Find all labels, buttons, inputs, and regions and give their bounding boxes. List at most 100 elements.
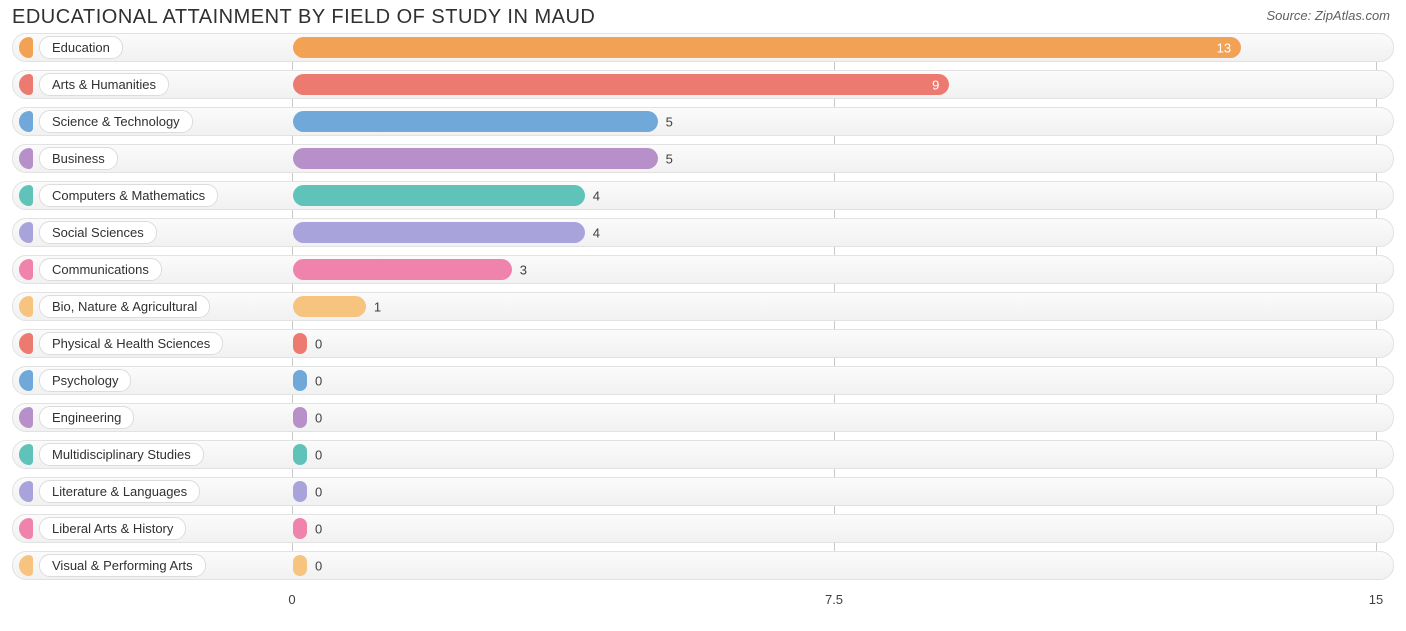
row-label: Multidisciplinary Studies bbox=[39, 443, 204, 466]
bar-track: 9 bbox=[293, 74, 1387, 95]
row-color-bracket bbox=[19, 444, 33, 465]
row-label: Computers & Mathematics bbox=[39, 184, 218, 207]
row-label: Physical & Health Sciences bbox=[39, 332, 223, 355]
row-label-wrap: Liberal Arts & History bbox=[19, 518, 186, 539]
bar-track: 0 bbox=[293, 407, 1387, 428]
bar bbox=[293, 481, 307, 502]
row-label-wrap: Arts & Humanities bbox=[19, 74, 169, 95]
bar-track: 3 bbox=[293, 259, 1387, 280]
row-label: Literature & Languages bbox=[39, 480, 200, 503]
bar bbox=[293, 407, 307, 428]
bar: 9 bbox=[293, 74, 949, 95]
bar-value: 0 bbox=[315, 410, 322, 425]
row-label: Psychology bbox=[39, 369, 131, 392]
bar-value: 3 bbox=[520, 262, 527, 277]
chart-area: 13Education9Arts & Humanities5Science & … bbox=[0, 33, 1406, 618]
bar-row: 0 Multidisciplinary Studies bbox=[12, 440, 1394, 469]
row-label: Bio, Nature & Agricultural bbox=[39, 295, 210, 318]
bar-row: 0 Literature & Languages bbox=[12, 477, 1394, 506]
row-label-wrap: Social Sciences bbox=[19, 222, 157, 243]
bar-row: 13 Education bbox=[12, 33, 1394, 62]
chart-title: EDUCATIONAL ATTAINMENT BY FIELD OF STUDY… bbox=[12, 6, 595, 29]
row-label-wrap: Multidisciplinary Studies bbox=[19, 444, 204, 465]
bar-track: 0 bbox=[293, 370, 1387, 391]
bar-row: 0 Visual & Performing Arts bbox=[12, 551, 1394, 580]
bar bbox=[293, 444, 307, 465]
bar-value: 0 bbox=[315, 558, 322, 573]
bar bbox=[293, 555, 307, 576]
bar-track: 1 bbox=[293, 296, 1387, 317]
bar-value: 5 bbox=[666, 114, 673, 129]
bar-track: 4 bbox=[293, 222, 1387, 243]
bar bbox=[293, 518, 307, 539]
row-color-bracket bbox=[19, 185, 33, 206]
bar bbox=[293, 370, 307, 391]
row-color-bracket bbox=[19, 407, 33, 428]
bar bbox=[293, 296, 366, 317]
row-label: Social Sciences bbox=[39, 221, 157, 244]
bar-value: 0 bbox=[315, 336, 322, 351]
row-color-bracket bbox=[19, 259, 33, 280]
row-color-bracket bbox=[19, 148, 33, 169]
x-axis-tick-label: 7.5 bbox=[825, 592, 843, 607]
chart-source: Source: ZipAtlas.com bbox=[1266, 6, 1390, 23]
bar-row: 9 Arts & Humanities bbox=[12, 70, 1394, 99]
chart-plot: 13Education9Arts & Humanities5Science & … bbox=[12, 33, 1394, 618]
x-axis: 07.515 bbox=[12, 588, 1394, 618]
row-color-bracket bbox=[19, 74, 33, 95]
bar-track: 0 bbox=[293, 444, 1387, 465]
row-color-bracket bbox=[19, 518, 33, 539]
bar-track: 5 bbox=[293, 148, 1387, 169]
bar-track: 0 bbox=[293, 518, 1387, 539]
bar-row: 0 Psychology bbox=[12, 366, 1394, 395]
bar bbox=[293, 111, 658, 132]
row-label: Education bbox=[39, 36, 123, 59]
bar-row: 4 Social Sciences bbox=[12, 218, 1394, 247]
row-label: Visual & Performing Arts bbox=[39, 554, 206, 577]
row-label: Business bbox=[39, 147, 118, 170]
bar bbox=[293, 185, 585, 206]
bar-value: 0 bbox=[315, 484, 322, 499]
bar bbox=[293, 148, 658, 169]
row-label-wrap: Bio, Nature & Agricultural bbox=[19, 296, 210, 317]
bar-row: 4 Computers & Mathematics bbox=[12, 181, 1394, 210]
row-color-bracket bbox=[19, 333, 33, 354]
row-label-wrap: Visual & Performing Arts bbox=[19, 555, 206, 576]
bar-track: 5 bbox=[293, 111, 1387, 132]
bar-row: 5 Science & Technology bbox=[12, 107, 1394, 136]
bar-row: 0 Physical & Health Sciences bbox=[12, 329, 1394, 358]
row-label-wrap: Science & Technology bbox=[19, 111, 193, 132]
bar-row: 3 Communications bbox=[12, 255, 1394, 284]
bar-track: 4 bbox=[293, 185, 1387, 206]
bar: 13 bbox=[293, 37, 1241, 58]
row-label-wrap: Business bbox=[19, 148, 118, 169]
row-label: Science & Technology bbox=[39, 110, 193, 133]
bar-track: 0 bbox=[293, 555, 1387, 576]
bar-track: 0 bbox=[293, 333, 1387, 354]
row-color-bracket bbox=[19, 111, 33, 132]
row-label: Communications bbox=[39, 258, 162, 281]
bar-value: 1 bbox=[374, 299, 381, 314]
bar bbox=[293, 333, 307, 354]
row-color-bracket bbox=[19, 222, 33, 243]
chart-header: EDUCATIONAL ATTAINMENT BY FIELD OF STUDY… bbox=[0, 0, 1406, 33]
row-color-bracket bbox=[19, 481, 33, 502]
row-color-bracket bbox=[19, 37, 33, 58]
bar-rows: 13Education9Arts & Humanities5Science & … bbox=[12, 33, 1394, 580]
bar-row: 5 Business bbox=[12, 144, 1394, 173]
bar-value: 5 bbox=[666, 151, 673, 166]
bar-value: 13 bbox=[1217, 40, 1231, 55]
bar-value: 0 bbox=[315, 447, 322, 462]
row-label: Engineering bbox=[39, 406, 134, 429]
row-color-bracket bbox=[19, 555, 33, 576]
bar-row: 0 Liberal Arts & History bbox=[12, 514, 1394, 543]
row-label-wrap: Psychology bbox=[19, 370, 131, 391]
bar bbox=[293, 222, 585, 243]
row-label-wrap: Physical & Health Sciences bbox=[19, 333, 223, 354]
bar-value: 0 bbox=[315, 373, 322, 388]
bar-row: 1 Bio, Nature & Agricultural bbox=[12, 292, 1394, 321]
bar-track: 13 bbox=[293, 37, 1387, 58]
row-label-wrap: Computers & Mathematics bbox=[19, 185, 218, 206]
bar bbox=[293, 259, 512, 280]
bar-value: 9 bbox=[932, 77, 939, 92]
